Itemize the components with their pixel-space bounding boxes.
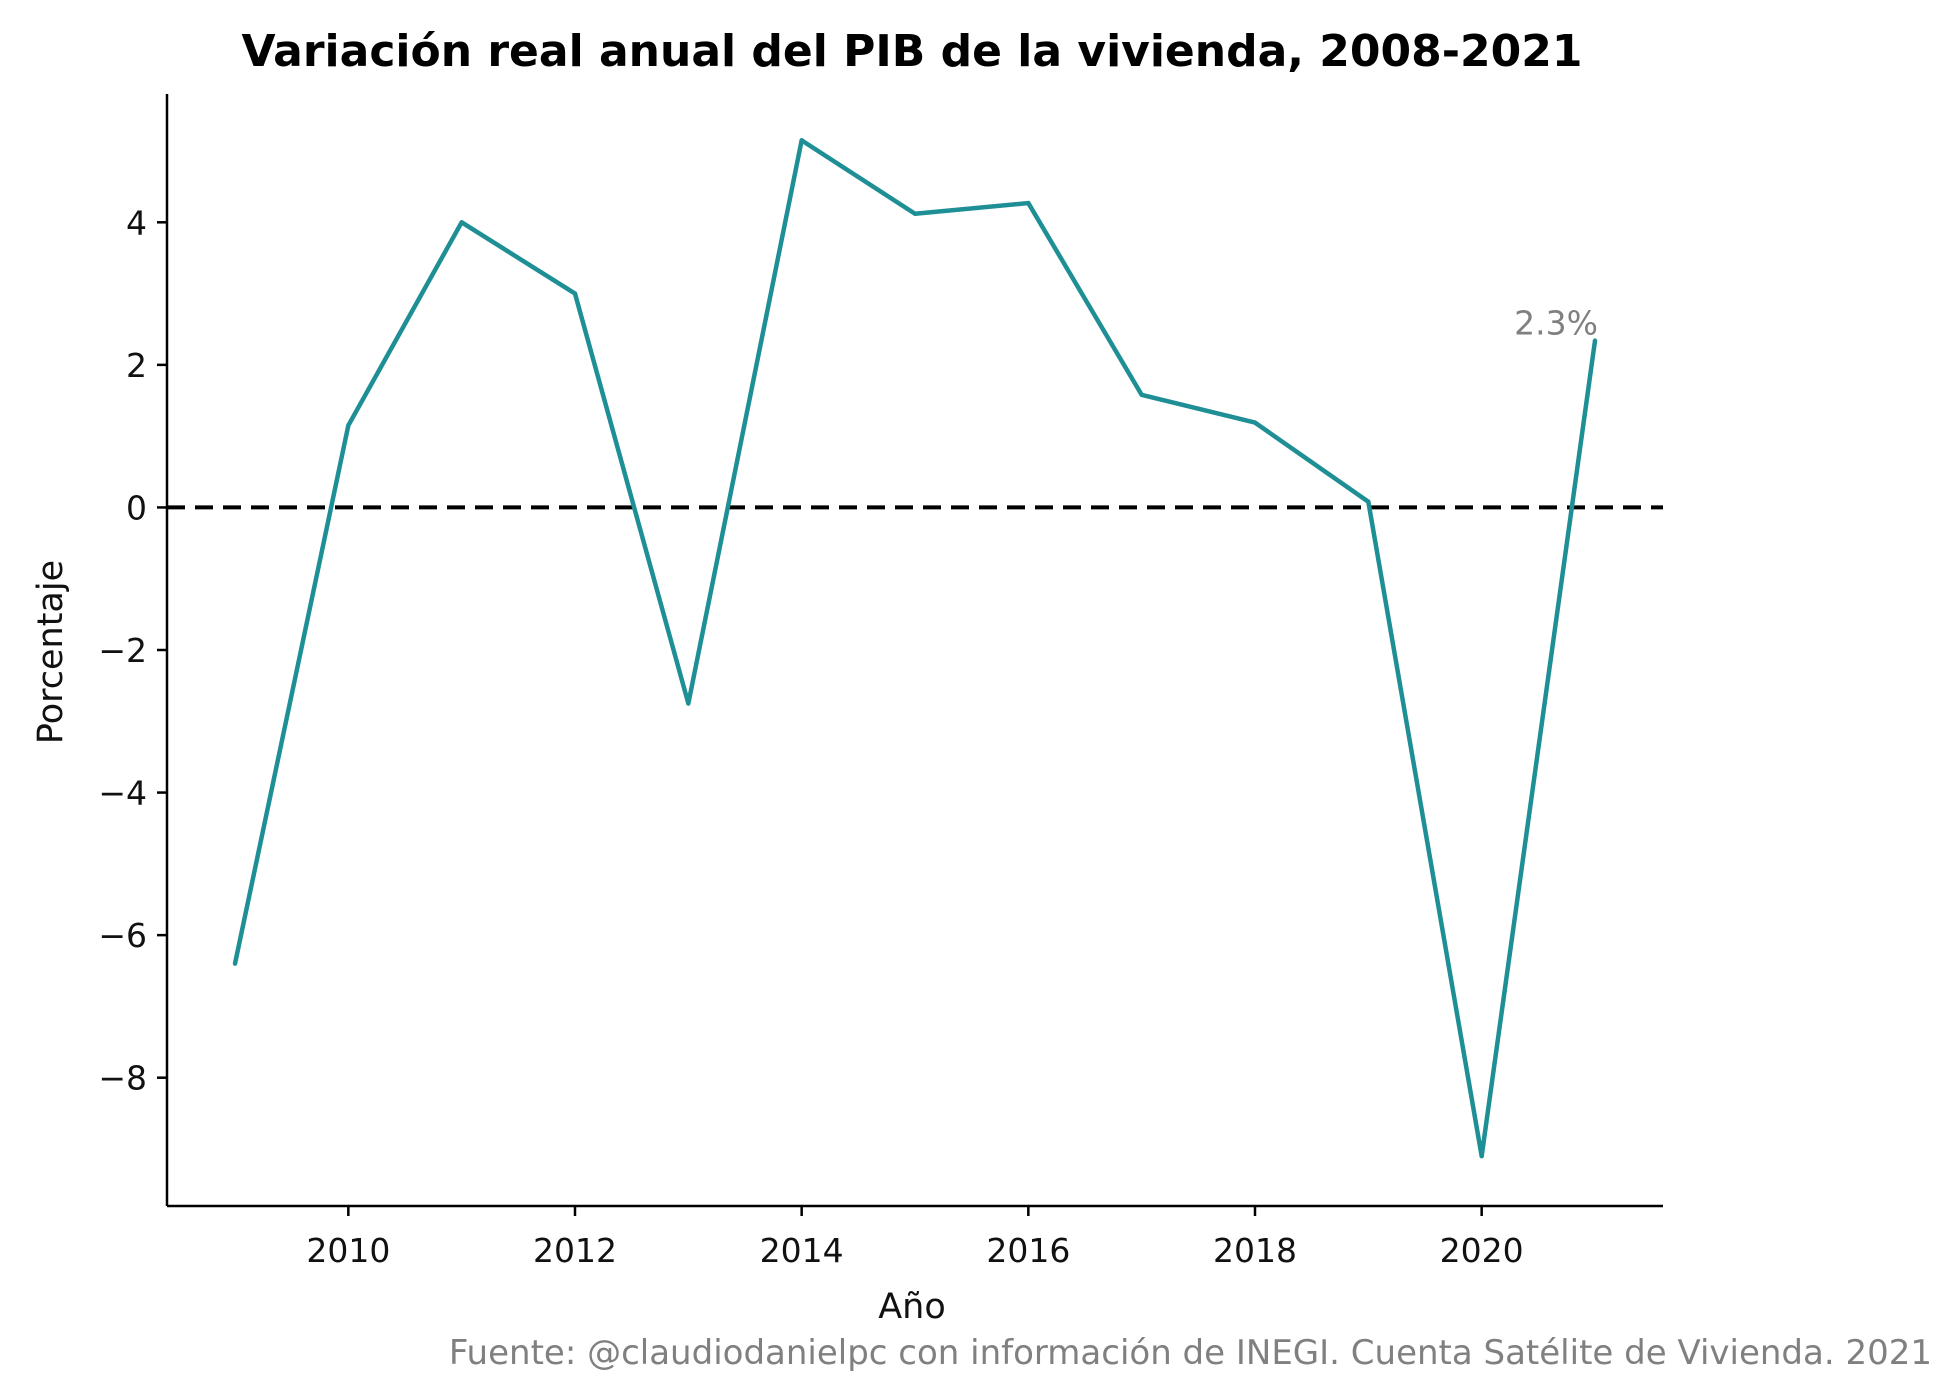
y-axis-label: Porcentaje <box>31 560 71 744</box>
y-tick-label: −2 <box>98 631 147 670</box>
y-tick-label: 0 <box>126 488 147 527</box>
x-tick-label: 2010 <box>306 1231 390 1270</box>
last-value-annotation: 2.3% <box>1514 304 1598 343</box>
data-point <box>799 138 804 143</box>
x-axis-ticks: 2010 2012 2014 2016 2018 2020 <box>306 1206 1524 1270</box>
y-tick-label: −8 <box>98 1059 147 1098</box>
data-point <box>1366 499 1371 504</box>
x-tick-label: 2020 <box>1440 1231 1524 1270</box>
series-points <box>232 138 1598 1159</box>
data-point <box>686 701 691 706</box>
data-point <box>346 423 351 428</box>
y-tick-label: 4 <box>126 203 147 242</box>
y-tick-label: −4 <box>98 774 147 813</box>
x-tick-label: 2016 <box>986 1231 1070 1270</box>
y-tick-label: −6 <box>98 916 147 955</box>
data-point <box>1026 200 1031 206</box>
data-point <box>912 211 918 216</box>
data-point <box>1139 392 1144 398</box>
series-line <box>232 138 1598 1159</box>
x-axis-label: Año <box>878 1287 946 1327</box>
y-axis-ticks: 4 2 0 −2 −4 −6 −8 <box>98 203 167 1098</box>
data-point <box>572 291 578 296</box>
x-tick-label: 2018 <box>1213 1231 1297 1270</box>
data-point <box>232 961 238 966</box>
x-tick-label: 2014 <box>760 1231 844 1270</box>
data-point <box>459 220 464 225</box>
data-point <box>1592 338 1598 343</box>
source-note: Fuente: @claudiodanielpc con información… <box>449 1333 1932 1373</box>
data-point <box>1252 420 1258 425</box>
chart-title: Variación real anual del PIB de la vivie… <box>242 26 1583 77</box>
data-point <box>1479 1153 1484 1159</box>
x-tick-label: 2012 <box>533 1231 617 1270</box>
y-tick-label: 2 <box>126 346 147 385</box>
